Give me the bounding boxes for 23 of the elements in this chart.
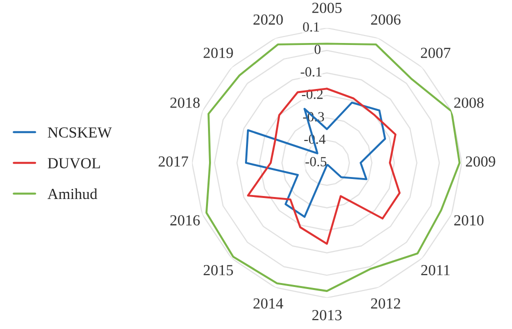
y-tick-label: -0.1 (300, 67, 322, 77)
spoke-label: 2008 (454, 98, 484, 108)
spoke-label: 2005 (312, 2, 342, 14)
spoke-label: 2017 (158, 156, 188, 167)
legend-label: Amihud (48, 188, 98, 200)
spoke-label: 2020 (254, 14, 283, 25)
legend-label: DUVOL (48, 158, 100, 168)
y-tick-label: 0 (314, 44, 320, 54)
spoke-label: 2016 (170, 215, 200, 226)
spoke-label: 2013 (312, 310, 342, 320)
y-tick-label: 0.1 (303, 22, 320, 32)
spoke-label: 2010 (454, 215, 484, 226)
spoke-label: 2009 (466, 156, 496, 167)
legend-label: NCSKEW (48, 127, 112, 138)
spoke-label: 2015 (204, 265, 233, 276)
y-tick-label: -0.5 (305, 156, 326, 166)
spoke-label: 2011 (421, 265, 450, 276)
spoke-label: 2006 (371, 14, 401, 25)
spoke-label: 2007 (420, 48, 450, 58)
spoke-label: 2019 (204, 48, 233, 58)
spoke-label: 2018 (170, 98, 200, 108)
spoke-label: 2014 (254, 298, 284, 309)
spoke-label: 2012 (371, 298, 400, 309)
